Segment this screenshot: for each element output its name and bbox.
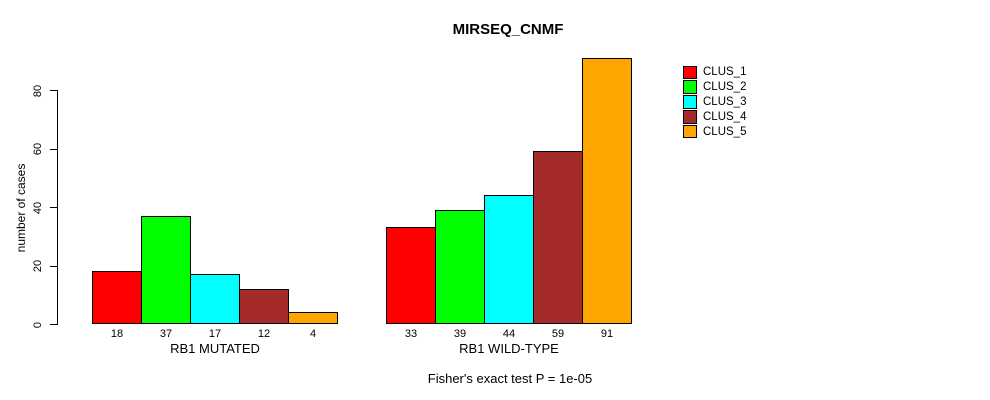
bar-value-label: 4	[309, 328, 317, 340]
bar-value-label: 91	[600, 328, 614, 340]
legend-item-clus_1: CLUS_1	[683, 65, 746, 80]
bar-clus_3	[190, 274, 240, 324]
group-label: RB1 MUTATED	[170, 341, 260, 356]
legend-swatch-icon	[683, 95, 697, 109]
bar-clus_4	[533, 151, 583, 324]
bar-clus_2	[141, 216, 191, 324]
bar-value-label: 44	[502, 328, 516, 340]
legend-swatch-icon	[683, 110, 697, 124]
chart-title: MIRSEQ_CNMF	[452, 21, 564, 38]
y-axis-tick-label: 80	[32, 84, 44, 97]
bar-value-label: 37	[159, 328, 173, 340]
legend-item-clus_5: CLUS_5	[683, 124, 746, 139]
bar-clus_1	[92, 271, 142, 324]
group-label: RB1 WILD-TYPE	[459, 341, 559, 356]
y-axis-label: number of cases	[14, 163, 28, 253]
legend-swatch-icon	[683, 80, 697, 94]
legend-label: CLUS_4	[703, 110, 747, 123]
legend-item-clus_2: CLUS_2	[683, 80, 746, 95]
y-axis-tick	[50, 90, 57, 91]
y-axis-line	[57, 90, 58, 325]
bar-value-label: 33	[404, 328, 418, 340]
legend-label: CLUS_3	[703, 95, 747, 108]
legend-label: CLUS_5	[703, 125, 747, 138]
legend-item-clus_3: CLUS_3	[683, 95, 746, 110]
legend: CLUS_1 CLUS_2 CLUS_3 CLUS_4 CLUS_5	[683, 65, 746, 139]
bar-value-label: 12	[257, 328, 271, 340]
bar-clus_2	[435, 210, 485, 324]
bar-value-label: 39	[453, 328, 467, 340]
bar-clus_1	[386, 227, 436, 324]
bar-clus_3	[484, 195, 534, 324]
bar-clus_4	[239, 289, 289, 324]
y-axis-tick	[50, 265, 57, 267]
y-axis-tick	[50, 148, 57, 150]
legend-swatch-icon	[683, 124, 697, 139]
y-axis-tick-label: 60	[32, 142, 44, 156]
legend-item-clus_4: CLUS_4	[683, 109, 746, 124]
y-axis-tick	[50, 207, 57, 208]
bar-value-label: 17	[208, 328, 222, 340]
bar-clus_5	[288, 312, 338, 324]
y-axis-tick-label: 40	[32, 201, 44, 214]
bar-clus_5	[582, 58, 632, 324]
legend-label: CLUS_1	[703, 66, 747, 79]
legend-label: CLUS_2	[703, 81, 747, 94]
footnote: Fisher's exact test P = 1e-05	[427, 371, 593, 386]
y-axis-tick-label: 20	[32, 259, 44, 273]
bar-value-label: 59	[551, 328, 565, 340]
legend-swatch-icon	[683, 65, 697, 80]
y-axis-tick-label: 0	[32, 321, 44, 328]
y-axis-tick	[50, 324, 57, 325]
bar-value-label: 18	[110, 328, 124, 340]
